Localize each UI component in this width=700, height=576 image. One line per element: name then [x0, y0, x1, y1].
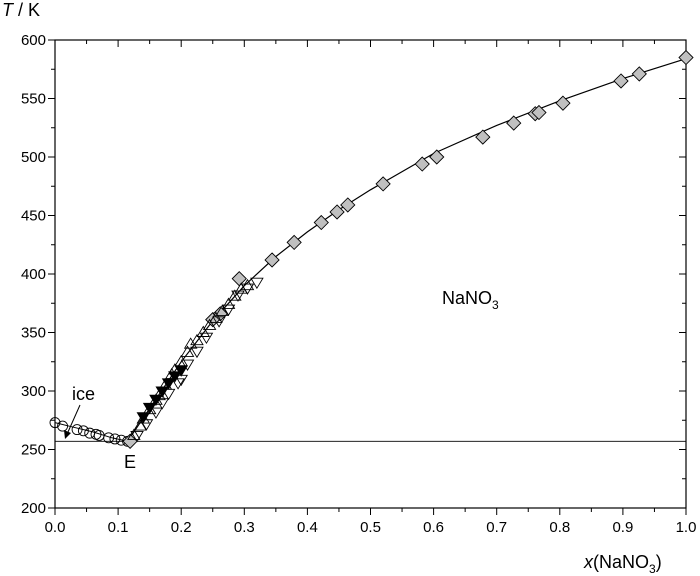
diamond-marker [212, 306, 228, 322]
triangle-down-marker [250, 277, 264, 290]
circle-marker [84, 427, 96, 439]
diamond-marker [313, 214, 329, 231]
triangle-up-marker [228, 289, 242, 301]
triangle-up-marker [183, 337, 198, 349]
x-tick-label: 0.3 [234, 519, 255, 536]
x-tick-label: 1.0 [676, 519, 697, 536]
diamond-marker [414, 156, 430, 172]
diamond-marker [122, 433, 138, 449]
triangle-down-filled-marker [142, 402, 157, 415]
triangle-down-marker [212, 316, 226, 328]
y-tick-label: 350 [21, 325, 46, 342]
triangle-up-marker [240, 278, 255, 291]
annotation-ice: ice [72, 384, 95, 404]
circle-marker [77, 425, 89, 437]
y-tick-label: 250 [21, 442, 46, 459]
triangle-down-marker [240, 283, 255, 295]
y-tick-label: 450 [21, 208, 46, 225]
circle-marker [103, 432, 115, 444]
triangle-up-marker [180, 345, 195, 357]
triangle-down-filled-marker [161, 378, 176, 390]
diamond-marker [678, 49, 694, 66]
x-tick-label: 0.5 [360, 519, 381, 536]
diamond-marker [375, 176, 391, 192]
diamond-marker [329, 204, 345, 220]
diamond-marker [631, 66, 647, 82]
diamond-marker [613, 73, 629, 89]
triangle-down-marker [171, 378, 185, 390]
triangle-down-marker [139, 419, 154, 431]
triangle-down-filled-marker [174, 365, 188, 377]
y-tick-label: 300 [21, 383, 46, 400]
y-axis-label: T / K [2, 0, 40, 20]
circle-marker [109, 433, 121, 445]
ice-arrow-line [67, 404, 81, 433]
plot-frame [54, 39, 687, 509]
triangle-up-marker [127, 428, 141, 440]
diamond-marker [475, 129, 491, 145]
x-tick-label: 0.2 [171, 519, 192, 536]
triangle-down-marker [221, 304, 236, 316]
x-tick-label: 0.1 [108, 519, 129, 536]
triangle-down-marker [180, 359, 195, 371]
annotation-nano3: NaNO3 [442, 288, 499, 312]
triangle-down-marker [149, 407, 163, 419]
diamond-marker [429, 149, 445, 165]
triangle-down-filled-marker [149, 394, 163, 407]
circle-marker [71, 424, 83, 436]
triangle-up-marker [209, 311, 223, 323]
nano3-liquidus-curve [127, 58, 687, 442]
x-tick-label: 0.4 [297, 519, 318, 536]
triangle-up-marker [202, 318, 217, 330]
triangle-up-marker [190, 333, 204, 346]
x-axis-label: x(NaNO3) [583, 552, 662, 576]
y-tick-label: 550 [21, 91, 46, 108]
x-tick-label: 0.8 [549, 519, 570, 536]
y-tick-label: 500 [21, 149, 46, 166]
triangle-up-marker [221, 297, 236, 309]
x-tick-label: 0.7 [486, 519, 507, 536]
triangle-up-marker [196, 325, 211, 337]
triangle-down-filled-marker [155, 386, 170, 398]
triangle-down-marker [231, 290, 245, 302]
diamond-marker [531, 104, 547, 121]
y-tick-label: 400 [21, 266, 46, 283]
circle-marker [49, 417, 61, 429]
x-tick-label: 0.9 [612, 519, 633, 536]
annotation-eutectic: E [124, 452, 136, 472]
triangle-down-marker [190, 346, 204, 359]
y-tick-label: 600 [21, 32, 46, 49]
ice-arrow-head [64, 430, 71, 439]
diamond-marker [506, 115, 522, 131]
x-tick-label: 0.6 [423, 519, 444, 536]
triangle-down-filled-marker [136, 412, 151, 424]
diamond-marker [286, 234, 302, 251]
diamond-marker [231, 271, 247, 287]
diamond-marker [340, 197, 356, 213]
triangle-down-marker [155, 398, 170, 410]
triangle-down-marker [130, 431, 144, 443]
diamond-marker [264, 252, 280, 268]
triangle-down-marker [199, 332, 214, 345]
diamond-marker [555, 95, 571, 111]
triangle-down-filled-marker [168, 371, 182, 383]
y-tick-label: 200 [21, 500, 46, 517]
circle-marker [57, 420, 69, 432]
x-tick-label: 0.0 [45, 519, 66, 536]
